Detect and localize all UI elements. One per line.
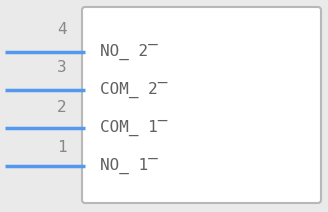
Text: 1: 1 xyxy=(57,139,67,155)
Text: NO_ 2̅: NO_ 2̅ xyxy=(100,44,158,60)
Text: COM_ 2̅: COM_ 2̅ xyxy=(100,82,167,98)
Text: COM_ 1̅: COM_ 1̅ xyxy=(100,120,167,136)
Text: NO_ 1̅: NO_ 1̅ xyxy=(100,158,158,174)
Text: 2: 2 xyxy=(57,99,67,114)
Text: 4: 4 xyxy=(57,22,67,38)
Text: 3: 3 xyxy=(57,60,67,75)
FancyBboxPatch shape xyxy=(82,7,321,203)
